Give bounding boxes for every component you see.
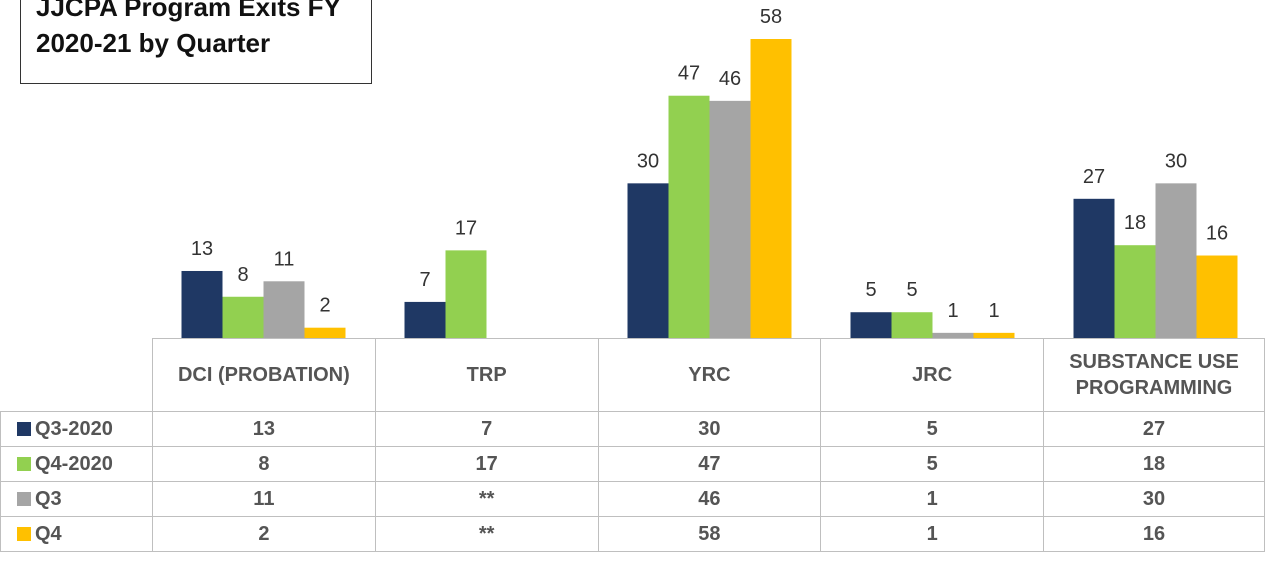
legend-label: Q3 <box>35 487 62 510</box>
chart-title: JJCPA Program Exits FY 2020-21 by Quarte… <box>20 0 372 84</box>
table-cell: 18 <box>1043 446 1265 482</box>
legend-swatch <box>17 456 31 471</box>
bar <box>304 327 346 338</box>
data-label: 30 <box>1165 150 1187 172</box>
table-cell: 30 <box>1043 481 1265 517</box>
data-label: 46 <box>719 68 741 90</box>
bar <box>709 100 751 338</box>
bar <box>750 39 792 338</box>
table-cell: 16 <box>1043 516 1265 552</box>
legend-entry: Q4-2020 <box>0 446 153 482</box>
table-cell: 13 <box>151 411 376 447</box>
legend-label: Q4-2020 <box>35 452 113 475</box>
table-cell: 46 <box>597 481 822 517</box>
bar <box>404 301 446 338</box>
table-cell: ** <box>374 516 599 552</box>
table-cell: 5 <box>820 446 1045 482</box>
category-label: YRC <box>597 338 822 412</box>
category-label: SUBSTANCE USE PROGRAMMING <box>1043 338 1265 412</box>
data-label: 30 <box>637 150 659 172</box>
data-label: 8 <box>237 264 248 286</box>
data-label: 17 <box>455 217 477 239</box>
bar <box>891 312 933 338</box>
table-cell: 8 <box>151 446 376 482</box>
data-label: 47 <box>678 63 700 85</box>
legend-entry: Q3 <box>0 481 153 517</box>
bar <box>627 183 669 338</box>
data-label: 1 <box>988 300 999 322</box>
data-label: 5 <box>906 279 917 301</box>
table-cell: 17 <box>374 446 599 482</box>
bar <box>668 95 710 338</box>
corner <box>0 338 153 412</box>
table-cell: 2 <box>151 516 376 552</box>
category-label: TRP <box>374 338 599 412</box>
table-cell: 11 <box>151 481 376 517</box>
data-label: 5 <box>865 279 876 301</box>
legend-swatch <box>17 526 31 541</box>
legend-entry: Q4 <box>0 516 153 552</box>
table-cell: 27 <box>1043 411 1265 447</box>
header-row: DCI (PROBATION) TRP YRC JRC SUBSTANCE USE PR… <box>0 338 1265 412</box>
table-cell: 1 <box>820 481 1045 517</box>
legend-label: Q3-2020 <box>35 417 113 440</box>
data-label: 58 <box>760 6 782 28</box>
bar <box>445 250 487 338</box>
bar <box>932 332 974 338</box>
data-label: 1 <box>947 300 958 322</box>
table-row: Q4-2020 8 17 47 5 18 <box>0 446 1265 482</box>
bar <box>850 312 892 338</box>
table-cell: 30 <box>597 411 822 447</box>
category-label: DCI (PROBATION) <box>151 338 376 412</box>
data-label: 18 <box>1124 212 1146 234</box>
legend-swatch <box>17 421 31 436</box>
data-label: 11 <box>274 248 295 270</box>
legend-entry: Q3-2020 <box>0 411 153 447</box>
table-row: Q3 11 ** 46 1 30 <box>0 481 1265 517</box>
bar <box>222 296 264 338</box>
table-cell: 58 <box>597 516 822 552</box>
bar <box>181 270 223 338</box>
table-cell: 5 <box>820 411 1045 447</box>
bar <box>973 332 1015 338</box>
table-cell: 1 <box>820 516 1045 552</box>
data-table: DCI (PROBATION) TRP YRC JRC SUBSTANCE USE PR… <box>0 338 1265 552</box>
data-label: 27 <box>1083 166 1105 188</box>
bar <box>1073 198 1115 338</box>
table-row: Q4 2 ** 58 1 16 <box>0 516 1265 552</box>
legend-swatch <box>17 491 31 506</box>
category-label: JRC <box>820 338 1045 412</box>
data-label: 16 <box>1206 223 1228 245</box>
table-cell: ** <box>374 481 599 517</box>
table-cell: 47 <box>597 446 822 482</box>
table-row: Q3-2020 13 7 30 5 27 <box>0 411 1265 447</box>
legend-label: Q4 <box>35 522 62 545</box>
data-label: 2 <box>319 295 330 317</box>
data-label: 13 <box>191 238 213 260</box>
bar <box>1196 255 1238 338</box>
bar <box>1155 183 1197 338</box>
bar <box>263 281 305 338</box>
table-cell: 7 <box>374 411 599 447</box>
data-label: 7 <box>419 269 430 291</box>
bar <box>1114 245 1156 338</box>
